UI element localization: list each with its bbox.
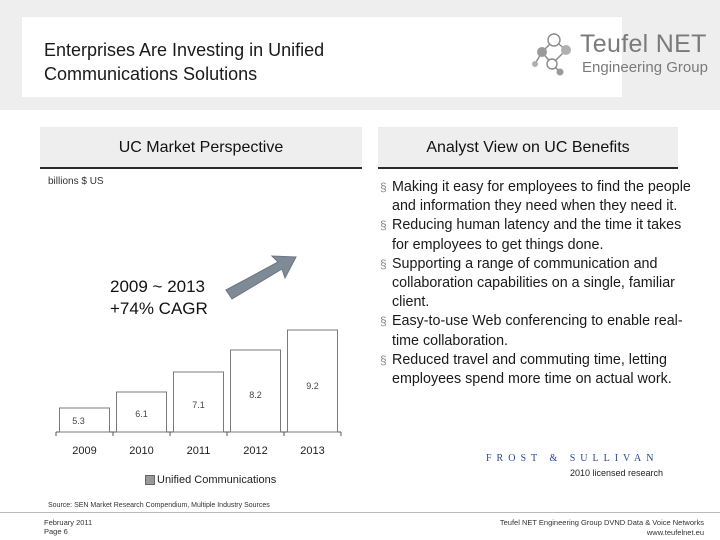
chart-bar: [230, 349, 281, 433]
analyst-view-heading: Analyst View on UC Benefits: [378, 127, 678, 169]
x-tick-label: 2012: [243, 445, 267, 457]
trend-arrow-icon: [225, 255, 297, 300]
footer-date-page: February 2011 Page 6: [44, 518, 93, 536]
footer-date: February 2011: [44, 518, 93, 527]
chart-units-label: billions $ US: [48, 176, 104, 187]
benefit-item: Supporting a range of communication and …: [380, 255, 700, 313]
benefit-item: Reduced travel and commuting time, letti…: [380, 351, 700, 389]
chart-bar: [173, 371, 224, 433]
title-line-1: Enterprises Are Investing in Unified: [44, 40, 325, 60]
logo-tagline: Engineering Group: [582, 59, 708, 76]
source-note: Source: SEN Market Research Compendium, …: [48, 502, 270, 509]
footer-divider: [0, 512, 720, 513]
x-tick-label: 2011: [187, 445, 211, 457]
x-tick-label: 2010: [129, 445, 153, 457]
chart-bar: [59, 407, 110, 433]
bar-value-label: 7.1: [192, 400, 205, 410]
footer-page-number: Page 6: [44, 526, 68, 536]
benefits-list: Making it easy for employees to find the…: [380, 178, 700, 389]
logo-wordmark: Teufel NET: [580, 30, 707, 58]
footer-website: www.teufelnet.eu: [646, 528, 704, 537]
legend-swatch: [145, 475, 155, 486]
frost-sullivan-logo: FROST & SULLIVAN: [486, 453, 659, 464]
bar-value-label: 6.1: [135, 409, 148, 419]
title-line-2: Communications Solutions: [44, 64, 258, 84]
chart-legend: Unified Communications: [145, 474, 276, 486]
licensed-research-note: 2010 licensed research: [570, 468, 664, 478]
company-logo: Teufel NET Engineering Group: [530, 24, 708, 84]
legend-label: Unified Communications: [157, 474, 277, 486]
page-title: Enterprises Are Investing in Unified Com…: [44, 38, 464, 86]
x-tick-label: 2009: [72, 445, 96, 457]
benefit-item: Making it easy for employees to find the…: [380, 178, 700, 216]
bar-value-label: 9.2: [306, 381, 319, 391]
benefit-item: Easy-to-use Web conferencing to enable r…: [380, 312, 700, 350]
cagr-annotation: 2009 ~ 2013 +74% CAGR: [110, 276, 208, 320]
bar-value-label: 8.2: [249, 390, 262, 400]
cagr-rate: +74% CAGR: [110, 299, 208, 318]
bar-value-label: 5.3: [72, 416, 85, 426]
x-tick-label: 2013: [300, 445, 324, 457]
chart-bar: [287, 329, 338, 433]
cagr-period: 2009 ~ 2013: [110, 277, 206, 296]
market-perspective-heading: UC Market Perspective: [40, 127, 362, 169]
title-box: [22, 17, 622, 97]
chart-bar: [116, 391, 167, 433]
footer-company-name: Teufel NET Engineering Group DVND Data &…: [499, 518, 704, 527]
logo-molecule-icon: [532, 33, 571, 76]
benefit-item: Reducing human latency and the time it t…: [380, 216, 700, 254]
footer-company: Teufel NET Engineering Group DVND Data &…: [500, 518, 704, 538]
